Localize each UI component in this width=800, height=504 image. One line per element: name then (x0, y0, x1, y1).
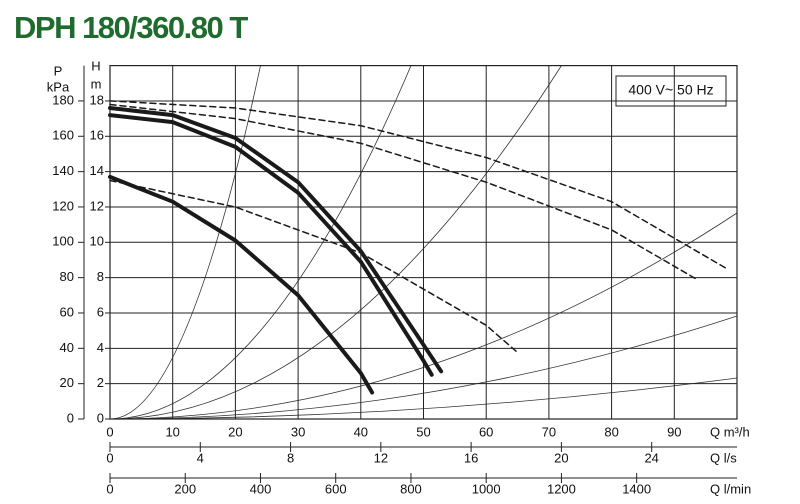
y2-tick-label: 20 (60, 375, 74, 390)
x2-axis-label: Q l/s (710, 450, 737, 465)
x3-tick-label: 0 (106, 481, 113, 496)
annotation: 400 V~ 50 Hz (628, 82, 713, 98)
x3-tick-label: 1200 (547, 481, 576, 496)
y2-tick-label: 100 (52, 234, 74, 249)
x-tick-label: 70 (542, 424, 556, 439)
x-tick-label: 40 (354, 424, 368, 439)
y2-axis-label: P (54, 63, 63, 78)
y-tick-label: 10 (90, 234, 104, 249)
x3-tick-label: 400 (250, 481, 272, 496)
x-axis-label: Q m³/h (710, 424, 750, 439)
x-tick-label: 20 (228, 424, 242, 439)
y2-tick-label: 60 (60, 304, 74, 319)
curve (109, 100, 728, 270)
x2-tick-label: 4 (197, 450, 204, 465)
y-tick-label: 4 (97, 340, 104, 355)
x-tick-label: 80 (604, 424, 618, 439)
x3-tick-label: 1400 (622, 481, 651, 496)
x3-tick-label: 1000 (472, 481, 501, 496)
curve (109, 179, 518, 353)
y-tick-label: 12 (90, 198, 104, 213)
y-tick-label: 0 (97, 410, 104, 425)
y2-tick-label: 160 (52, 128, 74, 143)
x2-tick-label: 12 (374, 450, 388, 465)
y2-axis-label: kPa (47, 79, 70, 94)
y-tick-label: 16 (90, 128, 104, 143)
chart-title: DPH 180/360.80 T (14, 10, 248, 45)
y-tick-label: 6 (97, 304, 104, 319)
curve (108, 174, 375, 395)
y-tick-label: 8 (97, 269, 104, 284)
y2-tick-label: 80 (60, 269, 74, 284)
y2-tick-label: 180 (52, 92, 74, 107)
x-tick-label: 10 (165, 424, 179, 439)
x-tick-label: 60 (479, 424, 493, 439)
y2-tick-label: 40 (60, 340, 74, 355)
x2-tick-label: 16 (464, 450, 478, 465)
system-curve (109, 65, 261, 420)
curve (109, 103, 698, 281)
x3-tick-label: 600 (325, 481, 347, 496)
x-tick-label: 90 (667, 424, 681, 439)
y2-tick-label: 120 (52, 198, 74, 213)
system-curve (109, 65, 412, 420)
y-axis-label: H (91, 58, 100, 73)
x2-tick-label: 0 (106, 450, 113, 465)
y-tick-label: 18 (90, 92, 104, 107)
y-tick-label: 2 (97, 375, 104, 390)
x3-tick-label: 800 (400, 481, 422, 496)
y2-tick-label: 140 (52, 163, 74, 178)
y-axis-label: m (91, 76, 102, 91)
x3-axis-label: Q l/min (710, 481, 751, 496)
x2-tick-label: 8 (287, 450, 294, 465)
x2-tick-label: 24 (644, 450, 658, 465)
x3-tick-label: 200 (174, 481, 196, 496)
x2-tick-label: 20 (554, 450, 568, 465)
x-tick-label: 0 (106, 424, 113, 439)
x-tick-label: 50 (416, 424, 430, 439)
y2-tick-label: 0 (67, 410, 74, 425)
x-tick-label: 30 (291, 424, 305, 439)
curve (108, 106, 444, 374)
curve (108, 113, 434, 377)
y-tick-label: 14 (90, 163, 104, 178)
